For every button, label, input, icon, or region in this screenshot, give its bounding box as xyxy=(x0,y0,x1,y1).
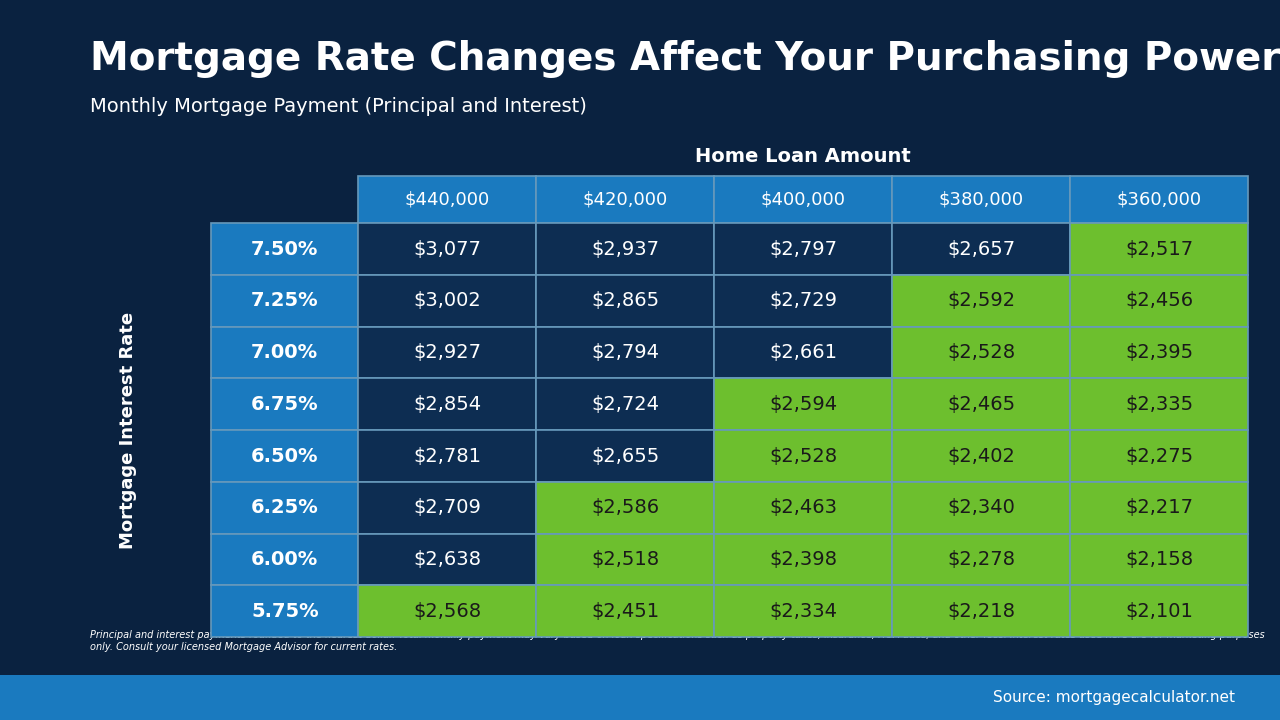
Text: Home Loan Amount: Home Loan Amount xyxy=(695,147,911,166)
Text: 7.50%: 7.50% xyxy=(251,240,319,258)
Text: $2,398: $2,398 xyxy=(769,550,837,569)
Text: $440,000: $440,000 xyxy=(404,191,490,209)
Text: $2,278: $2,278 xyxy=(947,550,1015,569)
Text: 6.25%: 6.25% xyxy=(251,498,319,518)
Text: $2,218: $2,218 xyxy=(947,602,1015,621)
Text: 5.75%: 5.75% xyxy=(251,602,319,621)
Text: $2,638: $2,638 xyxy=(413,550,481,569)
Text: $360,000: $360,000 xyxy=(1116,191,1202,209)
Text: $2,456: $2,456 xyxy=(1125,292,1193,310)
Text: 7.25%: 7.25% xyxy=(251,292,319,310)
Text: $2,854: $2,854 xyxy=(413,395,481,414)
Text: $400,000: $400,000 xyxy=(760,191,846,209)
Text: $2,594: $2,594 xyxy=(769,395,837,414)
Text: Mortgage Interest Rate: Mortgage Interest Rate xyxy=(119,312,137,549)
Text: $2,528: $2,528 xyxy=(947,343,1015,362)
Text: $2,463: $2,463 xyxy=(769,498,837,518)
Text: $2,158: $2,158 xyxy=(1125,550,1193,569)
Text: $2,724: $2,724 xyxy=(591,395,659,414)
Text: Monthly Mortgage Payment (Principal and Interest): Monthly Mortgage Payment (Principal and … xyxy=(90,97,586,116)
Text: $2,661: $2,661 xyxy=(769,343,837,362)
Text: $2,729: $2,729 xyxy=(769,292,837,310)
Text: Mortgage Rate Changes Affect Your Purchasing Power: Mortgage Rate Changes Affect Your Purcha… xyxy=(90,40,1280,78)
Text: $3,077: $3,077 xyxy=(413,240,481,258)
Text: $2,528: $2,528 xyxy=(769,446,837,466)
Text: 6.00%: 6.00% xyxy=(251,550,319,569)
Text: $2,335: $2,335 xyxy=(1125,395,1193,414)
Text: $2,465: $2,465 xyxy=(947,395,1015,414)
Text: $380,000: $380,000 xyxy=(938,191,1024,209)
Text: $2,586: $2,586 xyxy=(591,498,659,518)
Text: $2,568: $2,568 xyxy=(413,602,481,621)
Text: $3,002: $3,002 xyxy=(413,292,481,310)
Text: $2,927: $2,927 xyxy=(413,343,481,362)
Text: $420,000: $420,000 xyxy=(582,191,668,209)
Text: $2,709: $2,709 xyxy=(413,498,481,518)
Text: 6.50%: 6.50% xyxy=(251,446,319,466)
Text: Principal and interest payments rounded to the nearest dollar. Total monthly pay: Principal and interest payments rounded … xyxy=(90,630,1265,652)
Text: $2,937: $2,937 xyxy=(591,240,659,258)
Text: Source: mortgagecalculator.net: Source: mortgagecalculator.net xyxy=(993,690,1235,705)
Text: $2,797: $2,797 xyxy=(769,240,837,258)
Text: $2,395: $2,395 xyxy=(1125,343,1193,362)
Text: $2,794: $2,794 xyxy=(591,343,659,362)
Text: 6.75%: 6.75% xyxy=(251,395,319,414)
Text: $2,865: $2,865 xyxy=(591,292,659,310)
Text: $2,402: $2,402 xyxy=(947,446,1015,466)
Text: $2,781: $2,781 xyxy=(413,446,481,466)
Text: $2,217: $2,217 xyxy=(1125,498,1193,518)
Text: 7.00%: 7.00% xyxy=(251,343,319,362)
Text: $2,655: $2,655 xyxy=(591,446,659,466)
Text: $2,592: $2,592 xyxy=(947,292,1015,310)
Text: $2,517: $2,517 xyxy=(1125,240,1193,258)
Text: $2,451: $2,451 xyxy=(591,602,659,621)
Text: $2,657: $2,657 xyxy=(947,240,1015,258)
Text: $2,518: $2,518 xyxy=(591,550,659,569)
Text: $2,334: $2,334 xyxy=(769,602,837,621)
Text: $2,340: $2,340 xyxy=(947,498,1015,518)
Text: $2,101: $2,101 xyxy=(1125,602,1193,621)
Text: $2,275: $2,275 xyxy=(1125,446,1193,466)
